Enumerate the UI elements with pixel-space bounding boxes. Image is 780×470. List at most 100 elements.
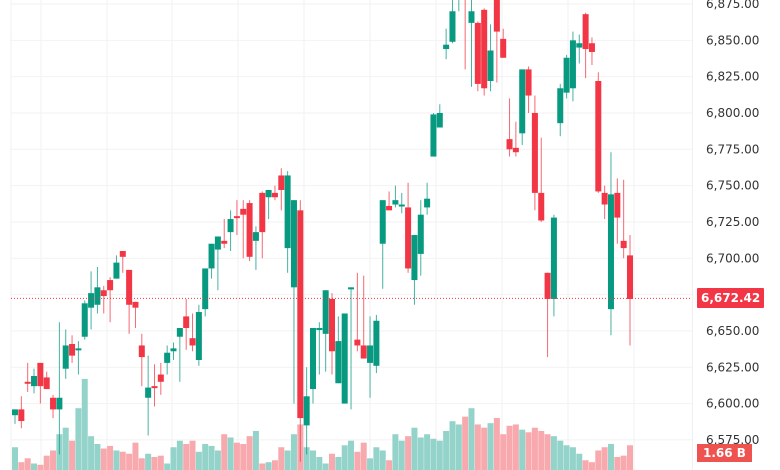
price-tick-label: 6,700.00 xyxy=(706,251,759,265)
volume-bar xyxy=(233,442,240,470)
price-tick-label: 6,750.00 xyxy=(706,179,759,193)
candle-down xyxy=(151,386,158,389)
volume-bar xyxy=(563,445,570,470)
candle-down xyxy=(386,205,393,211)
volume-bar xyxy=(151,456,158,470)
volume-bar xyxy=(221,434,228,470)
candle-down xyxy=(183,316,190,329)
volume-bar xyxy=(373,447,380,470)
price-tick-label: 6,875.00 xyxy=(706,0,759,11)
candle-down xyxy=(544,272,551,299)
price-tick-label: 6,575.00 xyxy=(706,433,759,447)
volume-bar xyxy=(538,430,545,470)
candle-down xyxy=(500,38,507,58)
volume-bar xyxy=(189,440,196,470)
candle-up xyxy=(379,200,386,244)
candle-up xyxy=(75,348,82,351)
volume-bar xyxy=(449,421,456,470)
volume-bar xyxy=(620,455,627,470)
volume-bar xyxy=(627,445,633,470)
volume-bar xyxy=(481,427,488,470)
volume-bar xyxy=(271,460,278,470)
candle-down xyxy=(69,344,76,356)
volume-bar xyxy=(462,416,469,470)
candle-up xyxy=(290,200,297,288)
volume-bar xyxy=(309,450,316,470)
candle-up xyxy=(164,352,171,363)
candle-up xyxy=(56,397,63,410)
volume-bar xyxy=(43,455,50,470)
candle-up xyxy=(417,214,424,254)
volume-bar xyxy=(81,378,88,470)
volume-bar xyxy=(202,443,209,470)
candle-up xyxy=(265,189,272,198)
candle-up xyxy=(468,11,475,23)
candle-up xyxy=(398,204,405,207)
volume-bar xyxy=(12,447,18,470)
candle-down xyxy=(538,192,545,221)
candle-up xyxy=(411,235,418,281)
volume-bar xyxy=(557,440,564,470)
candle-up xyxy=(145,387,152,398)
volume-bar xyxy=(455,424,462,470)
volume-bar xyxy=(18,462,25,470)
volume-bar xyxy=(278,447,285,470)
volume-bar xyxy=(386,460,393,470)
volume-bar xyxy=(316,456,323,470)
candle-up xyxy=(607,194,614,310)
volume-bar xyxy=(525,432,532,470)
candle-down xyxy=(259,192,266,233)
volume-bar xyxy=(348,440,355,470)
volume-bar xyxy=(126,453,133,470)
candle-down xyxy=(582,14,589,50)
volume-bar xyxy=(240,443,247,470)
volume-bar xyxy=(474,424,481,470)
candle-up xyxy=(170,348,177,352)
volume-bar xyxy=(468,408,475,470)
volume-bar xyxy=(544,434,551,470)
volume-bar xyxy=(607,443,614,470)
candle-up xyxy=(62,345,69,369)
volume-bar xyxy=(88,436,95,470)
candle-up xyxy=(88,293,95,308)
candle-up xyxy=(303,396,310,426)
candle-up xyxy=(519,69,526,134)
price-axis[interactable] xyxy=(692,0,780,470)
candle-up xyxy=(373,320,380,366)
volume-bar xyxy=(500,434,507,470)
volume-bar xyxy=(341,445,348,470)
candle-down xyxy=(588,43,595,52)
candle-down xyxy=(512,147,519,153)
volume-bar xyxy=(75,408,82,470)
volume-bar xyxy=(436,440,443,470)
candle-down xyxy=(43,377,50,390)
volume-bar xyxy=(367,458,374,470)
candle-up xyxy=(430,114,437,157)
candle-up xyxy=(252,232,259,241)
volume-bar xyxy=(379,450,386,470)
price-tick-label: 6,825.00 xyxy=(706,70,759,84)
candle-down xyxy=(614,192,621,218)
volume-bar xyxy=(24,458,31,470)
candle-up xyxy=(214,236,221,250)
volume-bar xyxy=(164,463,171,470)
candle-down xyxy=(246,203,253,257)
volume-bar xyxy=(265,462,272,470)
volume-bar xyxy=(145,453,152,470)
volume-bar xyxy=(550,436,557,470)
candle-down xyxy=(240,208,247,215)
price-tick-label: 6,775.00 xyxy=(706,142,759,156)
price-tick-label: 6,650.00 xyxy=(706,324,759,338)
volume-bar xyxy=(576,453,583,470)
candle-down xyxy=(189,338,196,346)
price-tick-label: 6,800.00 xyxy=(706,106,759,120)
candle-down xyxy=(354,339,361,346)
volume-bar xyxy=(284,450,291,470)
candle-up xyxy=(348,287,355,290)
candle-down xyxy=(474,22,481,84)
volume-bar xyxy=(493,417,500,470)
volume-bar xyxy=(214,450,221,470)
volume-bar xyxy=(601,447,608,470)
